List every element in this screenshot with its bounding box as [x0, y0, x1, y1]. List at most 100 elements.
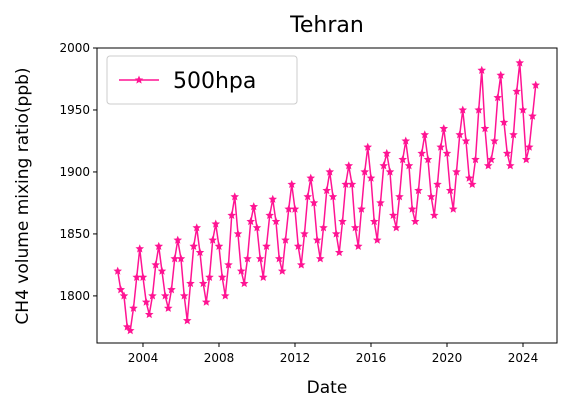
- data-point: [372, 235, 382, 244]
- legend-marker: [134, 75, 144, 84]
- data-point: [167, 285, 176, 294]
- data-point: [125, 326, 135, 335]
- data-point: [426, 192, 436, 201]
- x-tick-label: 2024: [508, 351, 539, 365]
- x-tick-label: 2016: [356, 351, 387, 365]
- data-point: [151, 260, 160, 269]
- data-point: [293, 241, 303, 250]
- data-point: [347, 179, 357, 188]
- data-point: [385, 167, 395, 176]
- data-point: [186, 279, 195, 288]
- data-point: [477, 65, 487, 74]
- data-point: [163, 303, 173, 312]
- x-tick-label: 2012: [280, 351, 311, 365]
- data-point: [363, 142, 373, 151]
- data-point: [201, 297, 211, 306]
- data-point: [445, 186, 455, 195]
- data-point: [350, 223, 360, 232]
- data-point: [388, 210, 398, 219]
- data-point: [277, 266, 287, 275]
- data-point: [195, 248, 205, 257]
- data-point: [312, 235, 322, 244]
- data-point: [233, 229, 243, 238]
- data-point: [179, 291, 189, 300]
- data-point: [407, 204, 417, 213]
- data-point: [309, 198, 319, 207]
- legend-box: [106, 55, 298, 105]
- data-point: [499, 117, 509, 127]
- y-tick-label: 1950: [59, 103, 90, 117]
- data-point: [230, 192, 240, 201]
- data-point: [439, 124, 449, 133]
- data-point: [379, 161, 388, 170]
- data-point: [170, 254, 179, 263]
- data-point: [433, 179, 442, 188]
- data-point: [512, 86, 521, 96]
- y-tick-label: 1850: [59, 227, 90, 241]
- data-point: [360, 167, 369, 176]
- data-point: [410, 217, 420, 226]
- data-point: [138, 272, 148, 281]
- data-point: [243, 254, 252, 263]
- data-point: [458, 105, 468, 114]
- data-point: [398, 155, 407, 164]
- chart-title: Tehran: [289, 13, 364, 38]
- data-point: [290, 204, 300, 213]
- data-point: [315, 254, 325, 263]
- data-point: [505, 161, 515, 170]
- y-tick-label: 1800: [59, 289, 90, 303]
- data-point: [455, 130, 464, 139]
- data-point: [442, 148, 452, 157]
- data-point: [467, 179, 477, 188]
- data-point: [338, 217, 347, 226]
- data-point: [334, 248, 344, 257]
- data-point: [192, 223, 202, 232]
- data-point: [353, 241, 363, 250]
- data-point: [217, 272, 227, 281]
- data-point: [189, 241, 198, 250]
- data-point: [113, 266, 122, 275]
- data-point: [154, 241, 164, 250]
- data-point: [236, 266, 246, 275]
- data-point: [306, 173, 316, 182]
- data-point: [414, 186, 423, 195]
- data-point: [144, 309, 154, 319]
- data-point: [436, 142, 445, 151]
- data-point: [300, 229, 309, 238]
- data-point: [461, 136, 471, 145]
- data-point: [328, 192, 338, 201]
- data-point: [509, 130, 518, 139]
- data-point: [227, 210, 236, 219]
- data-point: [319, 223, 328, 232]
- data-point: [116, 285, 126, 294]
- data-point: [417, 148, 426, 157]
- data-point: [357, 204, 366, 213]
- data-point: [262, 241, 271, 250]
- data-point: [296, 260, 306, 269]
- data-point: [369, 217, 379, 226]
- data-point: [395, 192, 404, 201]
- data-point: [249, 202, 259, 211]
- data-point: [208, 235, 217, 244]
- data-point: [132, 272, 141, 281]
- data-point: [528, 111, 537, 120]
- data-point: [404, 161, 414, 170]
- data-point: [176, 254, 186, 263]
- data-point: [382, 148, 392, 157]
- data-point: [265, 210, 274, 219]
- data-point: [341, 179, 350, 188]
- data-point: [224, 260, 233, 269]
- data-point: [284, 204, 293, 213]
- y-tick-label: 2000: [59, 41, 90, 55]
- data-point: [429, 210, 439, 219]
- data-point: [274, 254, 284, 263]
- data-point: [490, 136, 499, 145]
- data-point: [486, 155, 496, 164]
- x-axis-label: Date: [307, 378, 348, 398]
- data-point: [521, 155, 531, 164]
- legend-label: 500hpa: [173, 69, 256, 94]
- data-point: [502, 148, 512, 157]
- data-point: [246, 217, 255, 226]
- x-tick-label: 2020: [432, 351, 463, 365]
